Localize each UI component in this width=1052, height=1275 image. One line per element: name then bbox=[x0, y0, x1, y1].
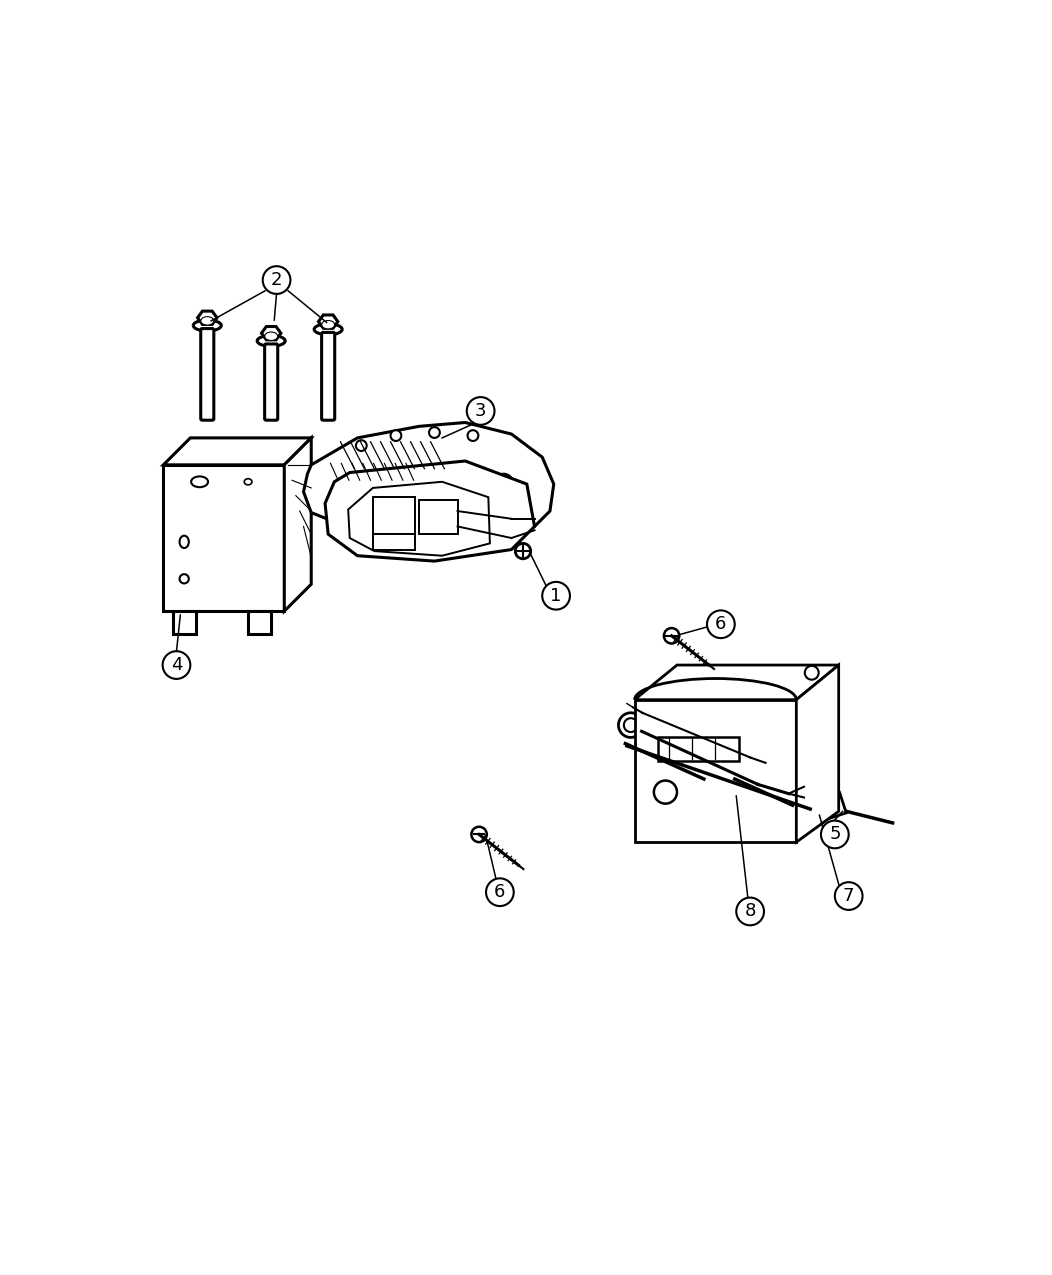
Bar bbox=[800, 792, 846, 826]
Polygon shape bbox=[173, 611, 196, 634]
Polygon shape bbox=[634, 666, 838, 700]
Ellipse shape bbox=[201, 316, 214, 325]
Circle shape bbox=[486, 878, 513, 907]
Polygon shape bbox=[319, 315, 338, 328]
Text: 2: 2 bbox=[270, 272, 282, 289]
Text: 4: 4 bbox=[170, 657, 182, 674]
Circle shape bbox=[163, 652, 190, 678]
Polygon shape bbox=[325, 462, 534, 561]
Ellipse shape bbox=[194, 320, 221, 332]
Circle shape bbox=[263, 266, 290, 295]
Circle shape bbox=[654, 780, 677, 803]
Circle shape bbox=[736, 898, 764, 926]
Polygon shape bbox=[284, 437, 311, 611]
Bar bbox=[419, 500, 458, 534]
Bar bbox=[477, 482, 502, 507]
Bar bbox=[634, 700, 796, 843]
Circle shape bbox=[714, 774, 724, 784]
Ellipse shape bbox=[257, 335, 285, 347]
Bar bbox=[658, 737, 739, 761]
Text: 1: 1 bbox=[550, 586, 562, 604]
Circle shape bbox=[356, 440, 367, 451]
Polygon shape bbox=[198, 311, 217, 324]
Polygon shape bbox=[348, 482, 490, 556]
Polygon shape bbox=[796, 666, 838, 843]
Ellipse shape bbox=[667, 740, 680, 748]
Polygon shape bbox=[304, 422, 553, 530]
Ellipse shape bbox=[315, 324, 342, 335]
Ellipse shape bbox=[180, 536, 188, 548]
Circle shape bbox=[180, 574, 188, 584]
Circle shape bbox=[467, 430, 479, 441]
Circle shape bbox=[542, 581, 570, 609]
Ellipse shape bbox=[493, 474, 514, 502]
Circle shape bbox=[805, 666, 818, 680]
Circle shape bbox=[704, 764, 734, 794]
Polygon shape bbox=[163, 465, 284, 611]
Polygon shape bbox=[248, 611, 271, 634]
Circle shape bbox=[835, 882, 863, 910]
Circle shape bbox=[429, 427, 440, 437]
Circle shape bbox=[707, 611, 734, 638]
Bar bbox=[372, 534, 416, 550]
Text: 8: 8 bbox=[745, 903, 755, 921]
Circle shape bbox=[709, 769, 729, 789]
FancyBboxPatch shape bbox=[265, 344, 278, 421]
Circle shape bbox=[619, 713, 643, 737]
Ellipse shape bbox=[265, 332, 278, 340]
Circle shape bbox=[664, 629, 680, 644]
Circle shape bbox=[515, 543, 530, 558]
Text: 7: 7 bbox=[843, 887, 854, 905]
Circle shape bbox=[821, 821, 849, 848]
Text: 6: 6 bbox=[715, 616, 727, 634]
FancyBboxPatch shape bbox=[322, 333, 335, 421]
Ellipse shape bbox=[244, 478, 251, 484]
Ellipse shape bbox=[322, 320, 335, 329]
Polygon shape bbox=[262, 326, 281, 340]
Circle shape bbox=[390, 430, 401, 441]
Bar bbox=[372, 497, 416, 534]
Circle shape bbox=[467, 397, 494, 425]
Text: 3: 3 bbox=[474, 402, 486, 419]
Text: 6: 6 bbox=[494, 884, 506, 901]
Ellipse shape bbox=[191, 477, 208, 487]
Circle shape bbox=[624, 718, 638, 732]
Circle shape bbox=[471, 826, 487, 843]
FancyBboxPatch shape bbox=[201, 329, 214, 421]
Polygon shape bbox=[163, 437, 311, 465]
Text: 5: 5 bbox=[829, 825, 841, 844]
